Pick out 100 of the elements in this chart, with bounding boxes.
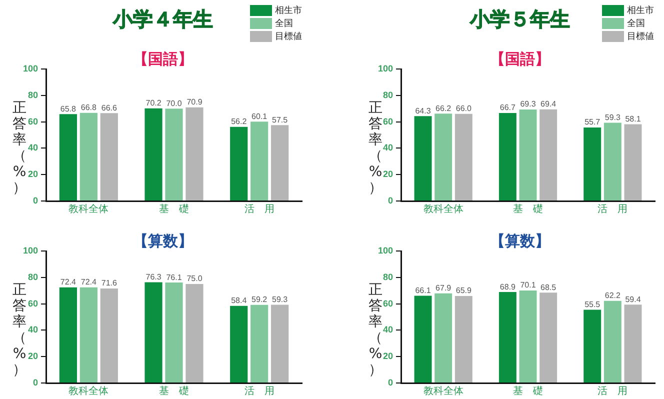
y-tick-label: 60 bbox=[382, 298, 393, 308]
data-label: 72.4 bbox=[60, 278, 77, 287]
legend-label: 全国 bbox=[627, 18, 645, 30]
bar bbox=[414, 296, 432, 382]
data-label: 68.5 bbox=[540, 282, 557, 292]
y-axis-title: 正答率（%） bbox=[368, 282, 383, 378]
x-tick-label: 活 用 bbox=[598, 384, 628, 397]
data-label: 67.9 bbox=[436, 284, 452, 293]
x-tick-label: 活 用 bbox=[244, 202, 274, 215]
y-tick-label: 100 bbox=[378, 245, 393, 256]
bar bbox=[80, 287, 98, 382]
data-label: 65.8 bbox=[60, 104, 77, 114]
data-label: 57.5 bbox=[272, 115, 288, 124]
bar bbox=[540, 292, 558, 382]
data-label: 64.3 bbox=[415, 106, 432, 116]
data-label: 59.3 bbox=[604, 112, 621, 122]
data-label: 76.1 bbox=[166, 272, 182, 282]
x-tick-label: 基 礎 bbox=[159, 202, 189, 215]
y-tick-label: 100 bbox=[378, 63, 393, 74]
bar bbox=[165, 108, 183, 200]
y-tick-label: 100 bbox=[22, 63, 38, 74]
bar bbox=[624, 124, 642, 200]
y-tick-label: 80 bbox=[382, 272, 393, 282]
chart-subtitle: 【国語】 bbox=[133, 50, 193, 69]
y-tick-label: 60 bbox=[382, 116, 393, 126]
data-label: 66.0 bbox=[456, 104, 472, 114]
legend-label: 目標値 bbox=[275, 30, 302, 43]
bar bbox=[498, 112, 516, 200]
legend-label: 目標値 bbox=[627, 30, 654, 43]
data-label: 70.2 bbox=[146, 98, 162, 108]
data-label: 66.1 bbox=[415, 286, 432, 295]
bar bbox=[584, 127, 602, 200]
bar bbox=[604, 300, 622, 382]
y-tick-label: 20 bbox=[382, 351, 393, 362]
data-label: 70.1 bbox=[520, 280, 536, 290]
x-tick-label: 基 礎 bbox=[513, 202, 543, 215]
y-axis-title: 正答率（%） bbox=[12, 282, 27, 378]
bar bbox=[230, 306, 248, 382]
y-tick-label: 80 bbox=[28, 272, 38, 282]
chart-title: 小学４年生 bbox=[113, 6, 213, 33]
data-label: 60.1 bbox=[252, 112, 268, 121]
y-tick-label: 0 bbox=[32, 195, 38, 206]
y-tick-label: 60 bbox=[28, 298, 38, 308]
y-tick-label: 40 bbox=[28, 142, 38, 153]
bar bbox=[604, 122, 622, 200]
y-tick-label: 0 bbox=[388, 195, 393, 206]
bar bbox=[250, 122, 268, 200]
bar bbox=[498, 292, 516, 382]
x-tick-label: 教科全体 bbox=[68, 202, 109, 215]
data-label: 66.7 bbox=[500, 103, 516, 112]
chart-title: 【算数】 bbox=[490, 232, 550, 251]
chart-subtitle: 【国語】 bbox=[490, 50, 550, 69]
x-tick-label: 教科全体 bbox=[423, 384, 464, 397]
y-tick-label: 20 bbox=[28, 169, 38, 180]
bar bbox=[434, 293, 452, 382]
x-tick-label: 活 用 bbox=[598, 202, 628, 215]
data-label: 70.9 bbox=[186, 98, 203, 107]
data-label: 58.4 bbox=[231, 296, 248, 306]
bar bbox=[250, 304, 268, 382]
y-tick-label: 0 bbox=[388, 377, 393, 388]
x-tick-label: 教科全体 bbox=[68, 384, 109, 397]
bar bbox=[186, 284, 204, 382]
data-label: 68.9 bbox=[500, 282, 516, 292]
data-label: 66.6 bbox=[101, 103, 118, 112]
y-axis-title: 正答率（%） bbox=[368, 100, 383, 196]
bar bbox=[414, 116, 432, 200]
bar bbox=[519, 290, 537, 382]
legend-label: 相生市 bbox=[275, 4, 302, 17]
bar bbox=[144, 108, 162, 200]
chart-title: 小学５年生 bbox=[470, 6, 570, 33]
data-label: 70.0 bbox=[166, 98, 182, 108]
data-label: 59.2 bbox=[252, 295, 268, 304]
data-label: 55.5 bbox=[584, 300, 601, 309]
bar bbox=[624, 304, 642, 382]
y-tick-label: 40 bbox=[382, 324, 393, 335]
bar bbox=[165, 282, 183, 382]
data-label: 66.2 bbox=[436, 104, 452, 113]
x-tick-label: 活 用 bbox=[244, 384, 274, 397]
bar bbox=[271, 125, 289, 200]
data-label: 59.3 bbox=[272, 294, 288, 304]
x-tick-label: 教科全体 bbox=[423, 202, 464, 215]
legend-label: 相生市 bbox=[627, 4, 654, 17]
bar bbox=[80, 112, 98, 200]
y-tick-label: 100 bbox=[22, 245, 38, 256]
bar bbox=[100, 113, 118, 200]
bar bbox=[186, 107, 204, 200]
bar bbox=[434, 114, 452, 200]
y-tick-label: 20 bbox=[382, 169, 393, 180]
bar bbox=[100, 288, 118, 382]
y-tick-label: 80 bbox=[28, 90, 38, 100]
legend-label: 全国 bbox=[275, 18, 293, 30]
data-label: 76.3 bbox=[146, 272, 162, 282]
bar bbox=[454, 114, 472, 200]
x-tick-label: 基 礎 bbox=[513, 384, 543, 397]
y-tick-label: 40 bbox=[28, 324, 38, 335]
y-tick-label: 20 bbox=[28, 351, 38, 362]
bar bbox=[540, 109, 558, 200]
y-tick-label: 0 bbox=[32, 377, 38, 388]
y-tick-label: 80 bbox=[382, 90, 393, 100]
bar bbox=[584, 310, 602, 382]
